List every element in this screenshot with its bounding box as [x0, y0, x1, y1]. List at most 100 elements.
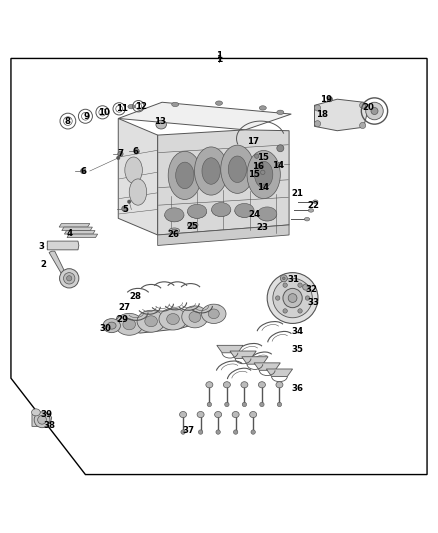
Ellipse shape	[145, 316, 157, 327]
Ellipse shape	[197, 411, 204, 418]
Text: 17: 17	[247, 137, 259, 146]
Ellipse shape	[303, 284, 309, 290]
Ellipse shape	[225, 402, 229, 407]
Ellipse shape	[247, 150, 280, 199]
Ellipse shape	[261, 170, 265, 174]
Text: 5: 5	[122, 205, 128, 214]
Ellipse shape	[260, 402, 264, 407]
Ellipse shape	[169, 228, 180, 233]
Ellipse shape	[314, 105, 321, 111]
Ellipse shape	[251, 430, 255, 434]
Ellipse shape	[305, 296, 310, 300]
Text: 35: 35	[291, 345, 303, 354]
Polygon shape	[32, 412, 52, 426]
Ellipse shape	[360, 123, 366, 128]
Ellipse shape	[115, 313, 143, 335]
Ellipse shape	[128, 104, 135, 109]
Ellipse shape	[280, 275, 287, 282]
Ellipse shape	[308, 209, 314, 212]
Ellipse shape	[283, 277, 285, 280]
Ellipse shape	[60, 269, 79, 288]
Ellipse shape	[172, 102, 179, 107]
Ellipse shape	[283, 288, 302, 308]
Ellipse shape	[122, 206, 127, 211]
Ellipse shape	[194, 147, 228, 195]
Polygon shape	[314, 99, 368, 131]
Text: 19: 19	[320, 95, 332, 104]
Text: 6: 6	[80, 166, 86, 175]
Ellipse shape	[366, 102, 383, 120]
Polygon shape	[217, 345, 243, 353]
Ellipse shape	[258, 382, 265, 388]
Ellipse shape	[156, 120, 166, 129]
Text: 21: 21	[292, 189, 304, 198]
Ellipse shape	[38, 415, 46, 424]
Ellipse shape	[223, 382, 230, 388]
Text: 8: 8	[65, 117, 71, 126]
Polygon shape	[59, 223, 90, 227]
Text: 31: 31	[287, 275, 300, 284]
Ellipse shape	[232, 411, 239, 418]
Polygon shape	[67, 234, 98, 238]
Ellipse shape	[371, 108, 378, 115]
Text: 7: 7	[117, 149, 124, 158]
Ellipse shape	[118, 151, 123, 157]
Text: 16: 16	[252, 162, 265, 171]
Ellipse shape	[298, 309, 302, 313]
Text: 36: 36	[292, 384, 304, 393]
Ellipse shape	[190, 223, 195, 226]
Ellipse shape	[206, 382, 213, 388]
Text: 1: 1	[216, 55, 222, 64]
Ellipse shape	[67, 276, 72, 281]
Ellipse shape	[314, 120, 321, 127]
Ellipse shape	[187, 222, 198, 228]
Text: 39: 39	[40, 409, 52, 418]
Text: 13: 13	[154, 117, 166, 126]
Text: 29: 29	[117, 314, 129, 324]
Ellipse shape	[215, 101, 223, 106]
Polygon shape	[230, 351, 256, 359]
Ellipse shape	[180, 411, 187, 418]
Text: 26: 26	[167, 230, 179, 239]
Text: 15: 15	[248, 170, 260, 179]
Text: 6: 6	[133, 147, 139, 156]
Text: 37: 37	[182, 426, 194, 435]
Text: 9: 9	[84, 112, 90, 121]
Text: 23: 23	[257, 223, 269, 231]
Ellipse shape	[32, 409, 40, 416]
Text: 15: 15	[257, 154, 269, 163]
Ellipse shape	[277, 162, 282, 167]
Ellipse shape	[259, 106, 266, 110]
Ellipse shape	[273, 278, 312, 318]
Ellipse shape	[64, 273, 75, 284]
Ellipse shape	[182, 306, 208, 328]
Ellipse shape	[298, 283, 302, 287]
Ellipse shape	[208, 309, 219, 319]
Text: 33: 33	[307, 298, 319, 307]
Text: 12: 12	[135, 102, 147, 111]
Text: 11: 11	[116, 104, 128, 114]
Ellipse shape	[137, 310, 165, 332]
Ellipse shape	[81, 168, 86, 174]
Ellipse shape	[215, 411, 222, 418]
Ellipse shape	[276, 296, 280, 300]
Ellipse shape	[207, 402, 212, 407]
Ellipse shape	[34, 412, 50, 427]
Polygon shape	[118, 118, 158, 235]
Ellipse shape	[259, 163, 263, 167]
Ellipse shape	[168, 151, 201, 199]
Ellipse shape	[233, 430, 238, 434]
Text: 38: 38	[43, 421, 55, 430]
Ellipse shape	[103, 319, 120, 333]
Ellipse shape	[263, 184, 267, 189]
Ellipse shape	[277, 110, 284, 115]
Ellipse shape	[201, 304, 226, 324]
Polygon shape	[118, 102, 291, 130]
Text: 3: 3	[39, 243, 45, 251]
Ellipse shape	[313, 200, 318, 204]
Polygon shape	[47, 241, 79, 250]
Ellipse shape	[241, 382, 248, 388]
Text: 14: 14	[257, 183, 269, 192]
Ellipse shape	[235, 204, 254, 217]
Ellipse shape	[123, 319, 135, 330]
